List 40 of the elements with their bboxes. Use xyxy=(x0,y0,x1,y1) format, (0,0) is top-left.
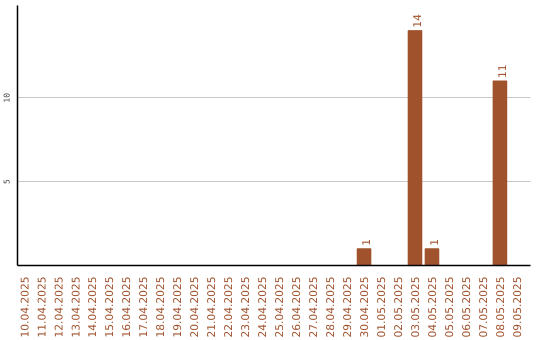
x-tick-label: 06.05.2025 xyxy=(460,276,473,338)
y-tick-label: 10 xyxy=(2,92,12,103)
bar xyxy=(424,248,440,266)
x-tick-label: 23.04.2025 xyxy=(239,276,252,338)
data-label: 1 xyxy=(428,238,442,246)
x-tick-label: 18.04.2025 xyxy=(154,276,168,338)
x-tick-label: 28.04.2025 xyxy=(324,276,338,338)
x-tick-label: 30.04.2025 xyxy=(358,276,372,338)
x-tick-label: 04.05.2025 xyxy=(426,276,439,338)
y-tick-label: 5 xyxy=(2,179,12,184)
x-tick-label: 25.04.2025 xyxy=(273,276,286,338)
x-tick-label: 10.04.2025 xyxy=(18,276,32,338)
x-tick-label: 14.04.2025 xyxy=(86,276,100,338)
x-tick-label: 26.04.2025 xyxy=(290,276,304,338)
x-tick-label: 29.04.2025 xyxy=(341,276,354,338)
bar xyxy=(492,80,508,266)
x-tick-label: 24.04.2025 xyxy=(256,276,270,338)
x-tick-label: 27.04.2025 xyxy=(307,276,320,338)
bar xyxy=(356,248,372,266)
x-tick-label: 08.05.2025 xyxy=(494,276,507,338)
x-tick-label: 03.05.2025 xyxy=(408,276,422,338)
x-tick-label: 19.04.2025 xyxy=(171,276,184,338)
x-tick-label: 20.04.2025 xyxy=(188,276,202,338)
x-tick-label: 17.04.2025 xyxy=(137,276,150,338)
data-label: 14 xyxy=(411,14,424,28)
x-tick-label: 02.05.2025 xyxy=(392,276,406,338)
bar xyxy=(408,30,422,266)
x-tick-label: 16.04.2025 xyxy=(120,276,134,338)
x-tick-label: 15.04.2025 xyxy=(103,276,116,338)
x-tick-label: 12.04.2025 xyxy=(52,276,66,338)
x-tick-label: 01.05.2025 xyxy=(375,276,388,338)
x-tick-label: 07.05.2025 xyxy=(476,276,490,338)
x-tick-label: 09.05.2025 xyxy=(510,276,524,338)
data-label: 11 xyxy=(496,64,509,78)
x-tick-label: 11.04.2025 xyxy=(35,276,48,338)
data-label: 1 xyxy=(360,238,374,246)
x-tick-label: 21.04.2025 xyxy=(205,276,218,338)
x-tick-label: 05.05.2025 xyxy=(442,276,456,338)
x-tick-label: 13.04.2025 xyxy=(69,276,82,338)
x-tick-label: 22.04.2025 xyxy=(222,276,236,338)
